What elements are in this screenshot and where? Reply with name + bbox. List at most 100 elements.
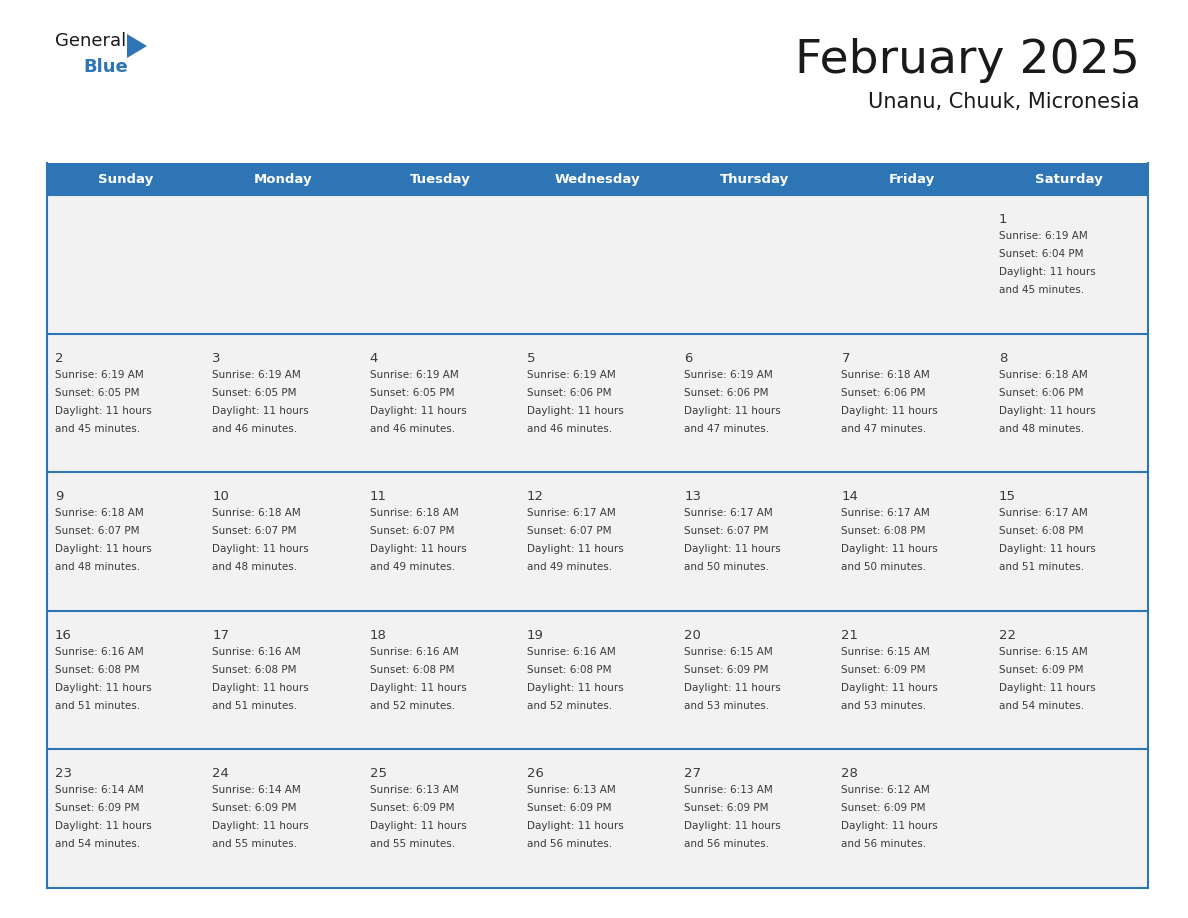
Text: Sunrise: 6:19 AM: Sunrise: 6:19 AM [526,370,615,380]
Text: Daylight: 11 hours: Daylight: 11 hours [999,683,1095,693]
Text: Tuesday: Tuesday [410,173,470,185]
Text: and 51 minutes.: and 51 minutes. [55,700,140,711]
Text: Sunrise: 6:19 AM: Sunrise: 6:19 AM [213,370,301,380]
Text: and 45 minutes.: and 45 minutes. [999,285,1083,295]
Text: 3: 3 [213,352,221,364]
Text: Sunset: 6:08 PM: Sunset: 6:08 PM [999,526,1083,536]
Text: Sunrise: 6:13 AM: Sunrise: 6:13 AM [369,786,459,795]
Text: 5: 5 [526,352,536,364]
Text: Sunset: 6:06 PM: Sunset: 6:06 PM [684,387,769,397]
Text: 8: 8 [999,352,1007,364]
Text: 17: 17 [213,629,229,642]
Text: 15: 15 [999,490,1016,503]
Text: Daylight: 11 hours: Daylight: 11 hours [369,544,467,554]
Text: Sunset: 6:09 PM: Sunset: 6:09 PM [684,803,769,813]
Text: Daylight: 11 hours: Daylight: 11 hours [213,822,309,832]
Text: Sunset: 6:08 PM: Sunset: 6:08 PM [213,665,297,675]
Text: 23: 23 [55,767,72,780]
Text: Daylight: 11 hours: Daylight: 11 hours [841,544,939,554]
Text: Daylight: 11 hours: Daylight: 11 hours [369,683,467,693]
Text: Sunset: 6:07 PM: Sunset: 6:07 PM [369,526,454,536]
Text: Sunrise: 6:16 AM: Sunrise: 6:16 AM [55,647,144,656]
Text: and 55 minutes.: and 55 minutes. [213,839,297,849]
Text: Sunrise: 6:15 AM: Sunrise: 6:15 AM [841,647,930,656]
Text: and 55 minutes.: and 55 minutes. [369,839,455,849]
Text: Daylight: 11 hours: Daylight: 11 hours [684,544,781,554]
Text: Sunrise: 6:18 AM: Sunrise: 6:18 AM [369,509,459,518]
Text: and 48 minutes.: and 48 minutes. [213,562,297,572]
Text: and 52 minutes.: and 52 minutes. [526,700,612,711]
Text: 4: 4 [369,352,378,364]
Text: Wednesday: Wednesday [555,173,640,185]
Text: Sunset: 6:06 PM: Sunset: 6:06 PM [999,387,1083,397]
Text: Sunrise: 6:19 AM: Sunrise: 6:19 AM [55,370,144,380]
Text: and 51 minutes.: and 51 minutes. [999,562,1083,572]
Text: Sunrise: 6:17 AM: Sunrise: 6:17 AM [526,509,615,518]
Text: Daylight: 11 hours: Daylight: 11 hours [526,683,624,693]
Text: 2: 2 [55,352,63,364]
Text: Sunrise: 6:12 AM: Sunrise: 6:12 AM [841,786,930,795]
Text: and 47 minutes.: and 47 minutes. [684,423,770,433]
Text: Sunrise: 6:16 AM: Sunrise: 6:16 AM [526,647,615,656]
Text: Sunset: 6:07 PM: Sunset: 6:07 PM [684,526,769,536]
Text: Sunset: 6:06 PM: Sunset: 6:06 PM [841,387,925,397]
Text: Daylight: 11 hours: Daylight: 11 hours [526,406,624,416]
Text: Sunrise: 6:19 AM: Sunrise: 6:19 AM [369,370,459,380]
Text: Sunset: 6:09 PM: Sunset: 6:09 PM [841,665,925,675]
Text: and 54 minutes.: and 54 minutes. [55,839,140,849]
Text: Sunset: 6:08 PM: Sunset: 6:08 PM [841,526,925,536]
Text: Sunset: 6:08 PM: Sunset: 6:08 PM [55,665,139,675]
Text: 22: 22 [999,629,1016,642]
Text: Sunrise: 6:18 AM: Sunrise: 6:18 AM [55,509,144,518]
Text: and 56 minutes.: and 56 minutes. [684,839,770,849]
Text: 1: 1 [999,213,1007,226]
Text: and 50 minutes.: and 50 minutes. [684,562,769,572]
Text: and 46 minutes.: and 46 minutes. [213,423,297,433]
Text: Daylight: 11 hours: Daylight: 11 hours [213,544,309,554]
Text: 18: 18 [369,629,386,642]
Text: Sunrise: 6:15 AM: Sunrise: 6:15 AM [999,647,1087,656]
Text: 27: 27 [684,767,701,780]
Text: Daylight: 11 hours: Daylight: 11 hours [684,406,781,416]
Text: Sunset: 6:05 PM: Sunset: 6:05 PM [55,387,139,397]
Text: and 48 minutes.: and 48 minutes. [999,423,1083,433]
Text: Sunrise: 6:13 AM: Sunrise: 6:13 AM [526,786,615,795]
Text: Daylight: 11 hours: Daylight: 11 hours [999,267,1095,277]
Text: 10: 10 [213,490,229,503]
Text: and 49 minutes.: and 49 minutes. [526,562,612,572]
Text: Sunset: 6:05 PM: Sunset: 6:05 PM [213,387,297,397]
Text: 20: 20 [684,629,701,642]
Text: 14: 14 [841,490,858,503]
Text: Daylight: 11 hours: Daylight: 11 hours [526,544,624,554]
Text: Daylight: 11 hours: Daylight: 11 hours [213,406,309,416]
Text: 21: 21 [841,629,859,642]
Text: and 52 minutes.: and 52 minutes. [369,700,455,711]
Text: Sunset: 6:04 PM: Sunset: 6:04 PM [999,249,1083,259]
Text: Sunset: 6:07 PM: Sunset: 6:07 PM [55,526,139,536]
Polygon shape [127,34,147,58]
Text: and 56 minutes.: and 56 minutes. [841,839,927,849]
Text: Sunset: 6:08 PM: Sunset: 6:08 PM [369,665,454,675]
Text: Sunrise: 6:18 AM: Sunrise: 6:18 AM [841,370,930,380]
Bar [48,472,1148,610]
Text: February 2025: February 2025 [795,38,1140,83]
Text: 26: 26 [526,767,544,780]
Text: Sunrise: 6:18 AM: Sunrise: 6:18 AM [999,370,1087,380]
Text: Saturday: Saturday [1036,173,1104,185]
Text: Sunday: Sunday [99,173,153,185]
Text: Sunrise: 6:15 AM: Sunrise: 6:15 AM [684,647,773,656]
Text: 25: 25 [369,767,386,780]
Text: Friday: Friday [889,173,935,185]
Text: 12: 12 [526,490,544,503]
Text: Unanu, Chuuk, Micronesia: Unanu, Chuuk, Micronesia [868,92,1140,112]
Text: and 53 minutes.: and 53 minutes. [841,700,927,711]
Text: Sunset: 6:05 PM: Sunset: 6:05 PM [369,387,454,397]
Text: 19: 19 [526,629,544,642]
Text: Sunset: 6:06 PM: Sunset: 6:06 PM [526,387,612,397]
Text: and 54 minutes.: and 54 minutes. [999,700,1083,711]
Text: Sunset: 6:09 PM: Sunset: 6:09 PM [684,665,769,675]
Text: Daylight: 11 hours: Daylight: 11 hours [369,822,467,832]
Text: Sunrise: 6:17 AM: Sunrise: 6:17 AM [684,509,773,518]
Text: Daylight: 11 hours: Daylight: 11 hours [55,544,152,554]
Text: 9: 9 [55,490,63,503]
